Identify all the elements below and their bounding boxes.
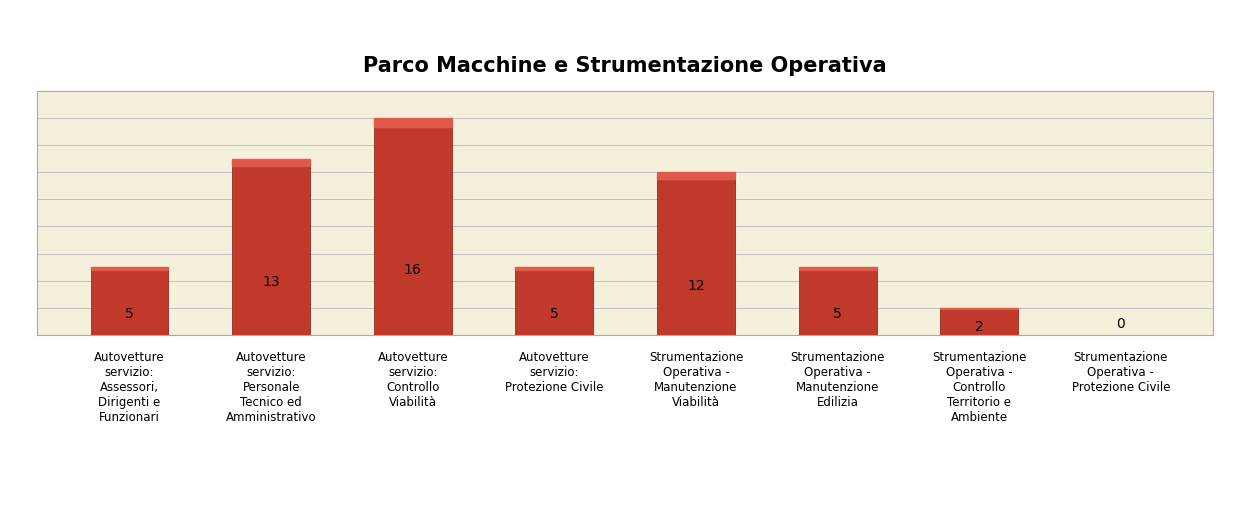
- Bar: [233, 159, 310, 335]
- Text: 5: 5: [125, 307, 134, 321]
- Bar: [90, 267, 168, 270]
- Bar: [941, 308, 1018, 309]
- Text: 13: 13: [262, 275, 280, 289]
- Text: 5: 5: [833, 307, 842, 321]
- Bar: [515, 267, 593, 335]
- Bar: [799, 267, 877, 270]
- Bar: [374, 118, 452, 127]
- Text: 12: 12: [687, 279, 704, 293]
- Text: 2: 2: [974, 319, 984, 334]
- Bar: [941, 308, 1018, 335]
- Bar: [799, 267, 877, 335]
- Text: 0: 0: [1117, 317, 1125, 331]
- Bar: [374, 118, 452, 335]
- Bar: [233, 159, 310, 166]
- Title: Parco Macchine e Strumentazione Operativa: Parco Macchine e Strumentazione Operativ…: [364, 56, 886, 76]
- Bar: [657, 172, 735, 179]
- Bar: [515, 267, 593, 270]
- Text: 5: 5: [550, 307, 558, 321]
- Text: 16: 16: [404, 263, 422, 277]
- Bar: [657, 172, 735, 335]
- Bar: [90, 267, 168, 335]
